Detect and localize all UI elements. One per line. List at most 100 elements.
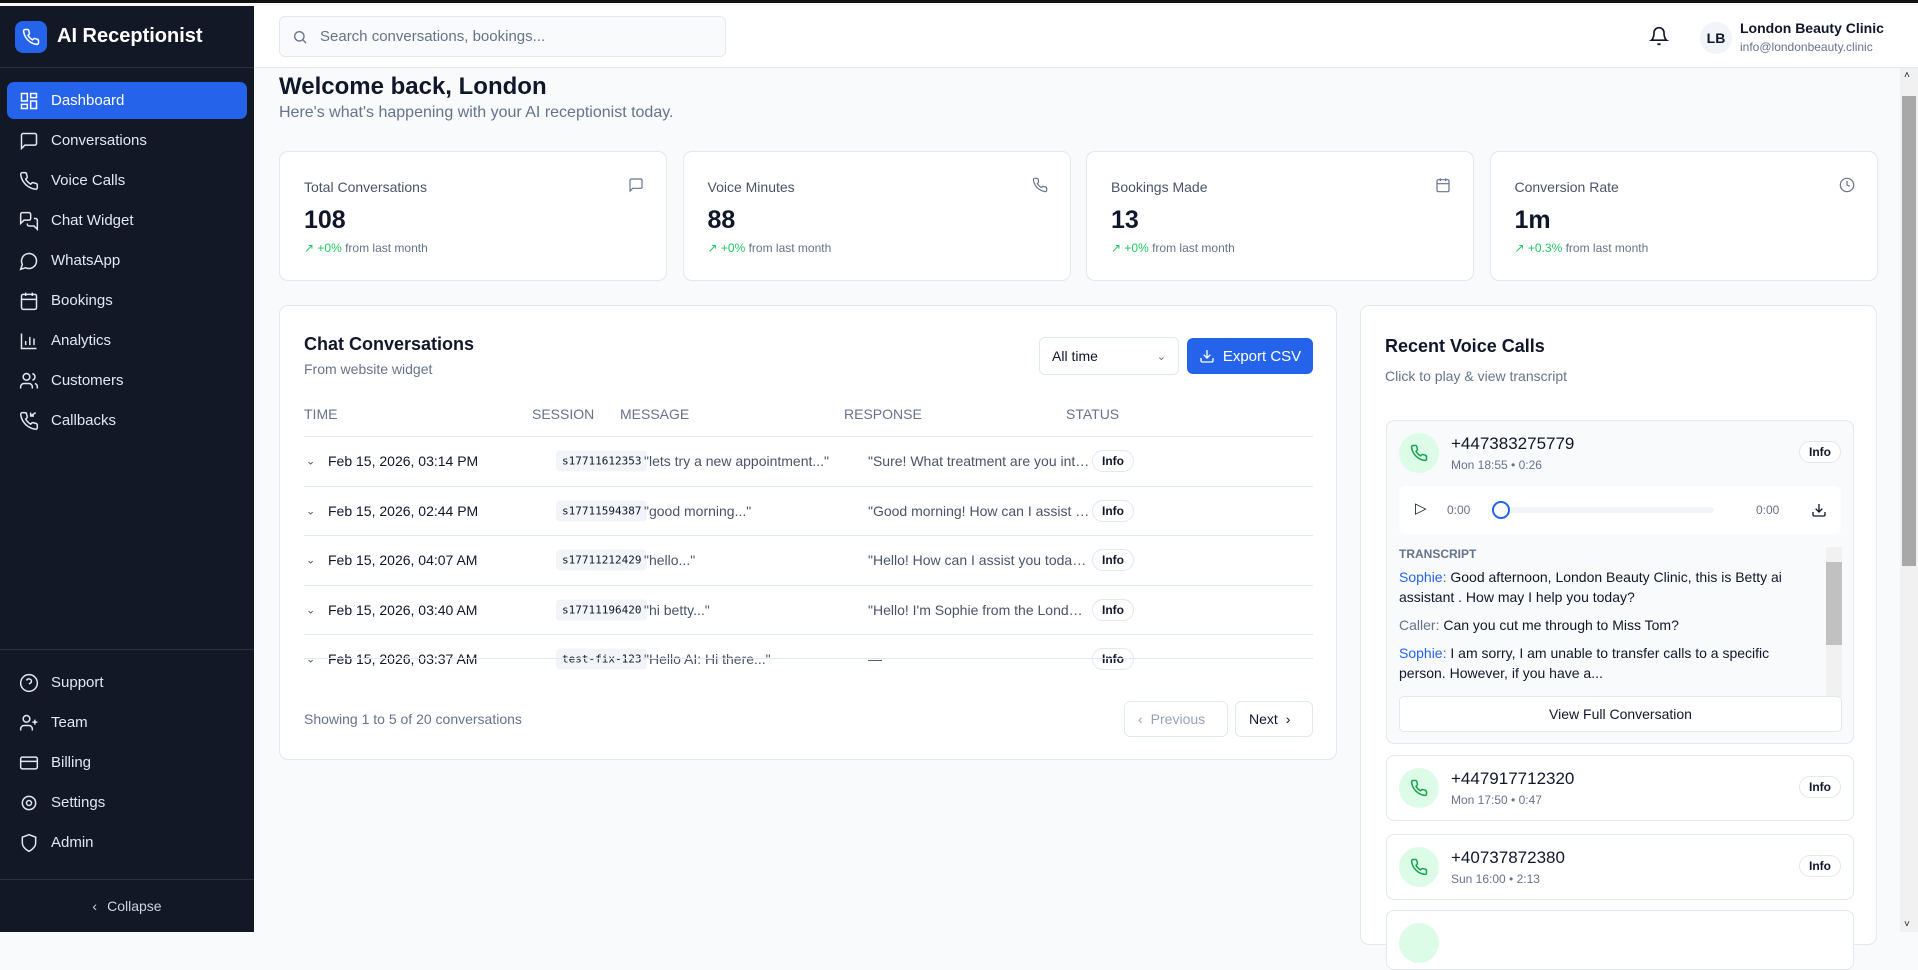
stat-card-conversion-rate: Conversion Rate 1m ↗ +0.3% from last mon…: [1489, 151, 1878, 281]
sidebar-item-customers[interactable]: Customers: [7, 362, 247, 399]
previous-button[interactable]: ‹ Previous: [1124, 701, 1228, 737]
transcript-scrollbar[interactable]: [1826, 547, 1842, 697]
transcript-line: Caller: Can you cut me through to Miss T…: [1399, 615, 1807, 635]
view-full-conversation-button[interactable]: View Full Conversation: [1399, 696, 1842, 732]
status-badge[interactable]: Info: [1799, 441, 1841, 463]
status-badge[interactable]: Info: [1092, 450, 1134, 472]
sidebar-item-billing[interactable]: Billing: [7, 744, 247, 781]
status-badge[interactable]: Info: [1799, 776, 1841, 798]
column-header-message[interactable]: MESSAGE: [620, 406, 690, 422]
row-message: "good morning...": [644, 502, 752, 519]
chat-conversations-card: Chat Conversations From website widget A…: [279, 305, 1337, 760]
change-suffix: from last month: [748, 241, 832, 255]
column-header-response[interactable]: RESPONSE: [844, 406, 922, 422]
export-label: Export CSV: [1222, 347, 1302, 365]
trend-up-icon: ↗: [1514, 241, 1528, 255]
call-meta: Mon 17:50 • 0:47: [1451, 793, 1542, 807]
page-scrollbar[interactable]: ˄ ˅: [1900, 68, 1918, 932]
table-row[interactable]: ⌄ Feb 15, 2026, 03:37 AM test-fix-123 "H…: [304, 634, 1313, 683]
sidebar-item-label: Settings: [51, 794, 106, 811]
sidebar-item-settings[interactable]: Settings: [7, 784, 247, 821]
row-time: Feb 15, 2026, 04:07 AM: [328, 552, 478, 568]
status-badge[interactable]: Info: [1092, 648, 1134, 670]
status-badge[interactable]: Info: [1092, 598, 1134, 621]
sidebar-item-label: Team: [51, 714, 88, 731]
progress-slider[interactable]: [1492, 501, 1714, 519]
status-badge[interactable]: Info: [1092, 549, 1134, 571]
next-button[interactable]: Next ›: [1235, 701, 1313, 737]
filter-value: All time: [1052, 348, 1098, 364]
row-message: "hi betty...": [644, 601, 710, 618]
collapse-button[interactable]: ‹ Collapse: [0, 879, 254, 932]
chevron-down-icon[interactable]: ⌄: [306, 455, 316, 468]
table-row[interactable]: ⌄ Feb 15, 2026, 02:44 PM s17711594387 "g…: [304, 485, 1313, 535]
collapse-label: Collapse: [107, 898, 162, 914]
chevron-left-icon: ‹: [1138, 711, 1143, 727]
sidebar-item-analytics[interactable]: Analytics: [7, 322, 247, 359]
speaker: Sophie:: [1399, 569, 1447, 585]
chevron-down-icon[interactable]: ⌄: [306, 604, 316, 616]
transcript: Sophie: Good afternoon, London Beauty Cl…: [1399, 567, 1807, 691]
scroll-up-icon[interactable]: ˄: [1904, 70, 1910, 81]
table-row[interactable]: ⌄ Feb 15, 2026, 03:40 AM s17711196420 "h…: [304, 584, 1313, 634]
phone-icon: [1032, 177, 1047, 193]
utterance: Can you cut me through to Miss Tom?: [1439, 617, 1679, 633]
sidebar-item-conversations[interactable]: Conversations: [7, 122, 247, 159]
status-badge[interactable]: Info: [1092, 499, 1134, 522]
scroll-down-icon[interactable]: ˅: [1904, 919, 1910, 930]
time-filter-select[interactable]: All time ⌄: [1039, 337, 1179, 375]
sidebar-item-admin[interactable]: Admin: [7, 824, 247, 861]
column-header-status[interactable]: STATUS: [1066, 406, 1120, 422]
export-csv-button[interactable]: Export CSV: [1187, 338, 1313, 374]
card-title: Recent Voice Calls: [1385, 336, 1545, 356]
slider-knob[interactable]: [1492, 501, 1510, 519]
phone-callback-icon: [20, 411, 39, 430]
scrollbar-thumb[interactable]: [1902, 96, 1916, 566]
sidebar-item-label: Admin: [51, 834, 94, 851]
sidebar-item-bookings[interactable]: Bookings: [7, 282, 247, 319]
sidebar-item-support[interactable]: Support: [7, 664, 247, 701]
change-value: +0.3%: [1527, 241, 1563, 255]
trend-up-icon: ↗: [304, 241, 318, 255]
row-message: "Hello AI: Hi there...": [644, 651, 771, 667]
voice-call-item-expanded[interactable]: +447383275779 Mon 18:55 • 0:26 Info ▷ 0:…: [1386, 420, 1854, 744]
search-placeholder: Search conversations, bookings...: [320, 28, 546, 45]
previous-label: Previous: [1150, 711, 1206, 727]
table-row[interactable]: ⌄ Feb 15, 2026, 04:07 AM s17711212429 "h…: [304, 535, 1313, 584]
chevron-down-icon[interactable]: ⌄: [306, 505, 316, 517]
stat-change: ↗ +0% from last month: [304, 241, 428, 255]
search-icon: [294, 30, 307, 43]
play-icon[interactable]: ▷: [1415, 500, 1427, 517]
change-value: +0%: [1124, 241, 1149, 255]
status-badge[interactable]: Info: [1799, 855, 1841, 877]
download-icon[interactable]: [1811, 502, 1827, 518]
logo[interactable]: AI Receptionist: [0, 6, 254, 68]
search-input[interactable]: Search conversations, bookings...: [279, 16, 726, 57]
chevron-down-icon[interactable]: ⌄: [306, 554, 316, 567]
session-id: s17711212429: [556, 549, 648, 571]
pagination-summary: Showing 1 to 5 of 20 conversations: [304, 711, 522, 727]
column-header-time[interactable]: TIME: [304, 406, 338, 422]
sidebar-item-label: Conversations: [51, 132, 147, 149]
sidebar-item-dashboard[interactable]: Dashboard: [7, 82, 247, 119]
stat-card-total-conversations: Total Conversations 108 ↗ +0% from last …: [279, 151, 667, 281]
sidebar-item-callbacks[interactable]: Callbacks: [7, 402, 247, 439]
sidebar-item-label: Dashboard: [51, 92, 125, 109]
avatar[interactable]: LB: [1700, 22, 1732, 54]
voice-call-item[interactable]: +447917712320 Mon 17:50 • 0:47 Info: [1386, 755, 1854, 821]
table-row[interactable]: ⌄ Feb 15, 2026, 03:14 PM s17711612353 "l…: [304, 436, 1313, 485]
bell-icon[interactable]: [1649, 26, 1669, 46]
sidebar-item-voice-calls[interactable]: Voice Calls: [7, 162, 247, 199]
sidebar-item-chat-widget[interactable]: Chat Widget: [7, 202, 247, 239]
chart-icon: [20, 333, 37, 349]
voice-call-item[interactable]: +40737872380 Sun 16:00 • 2:13 Info: [1386, 834, 1854, 900]
calendar-icon: [1436, 178, 1450, 193]
row-time: Feb 15, 2026, 03:40 AM: [328, 601, 478, 618]
sidebar-item-whatsapp[interactable]: WhatsApp: [7, 242, 247, 279]
call-meta: Mon 18:55 • 0:26: [1451, 458, 1542, 472]
voice-call-item[interactable]: [1386, 910, 1854, 970]
sidebar-item-team[interactable]: Team: [7, 704, 247, 741]
column-header-session[interactable]: SESSION: [532, 406, 595, 422]
chevron-down-icon[interactable]: ⌄: [306, 653, 316, 666]
row-response: "Good morning! How can I assist you toda…: [868, 502, 1090, 519]
